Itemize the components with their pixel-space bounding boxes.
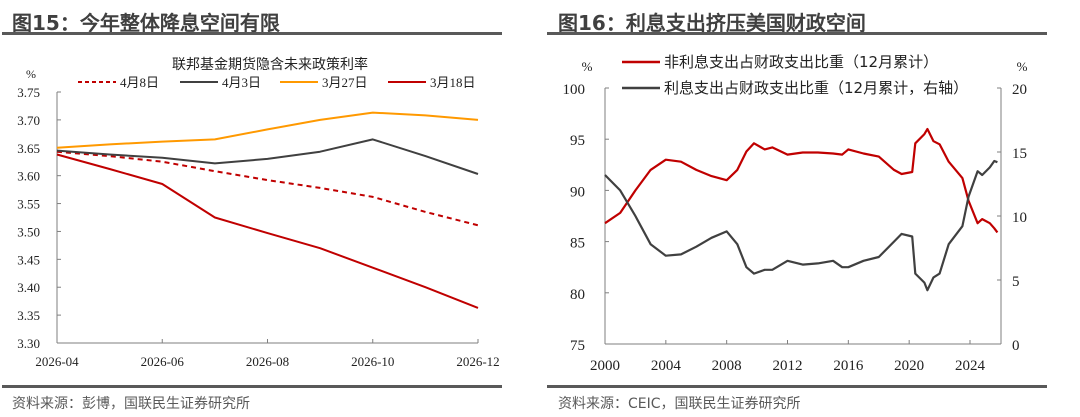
chart1-series-line	[56, 138, 479, 175]
right-figure-title: 图16：利息支出挤压美国财政空间	[558, 11, 866, 35]
chart1-series-line	[56, 111, 479, 149]
chart1-xtick-label: 2026-10	[351, 354, 394, 369]
chart1-legend-label: 4月8日	[120, 75, 159, 90]
chart2-xtick-label: 2000	[590, 358, 620, 374]
chart2-xtick-label: 2004	[651, 358, 682, 374]
left-footer-rule	[2, 385, 502, 388]
chart1-ytick-label: 3.45	[17, 252, 40, 267]
chart2-ytick-label: 75	[570, 338, 585, 354]
chart2-xtick-label: 2012	[773, 358, 803, 374]
left-title-rule	[2, 32, 502, 35]
chart2-y2label: %	[1017, 59, 1028, 74]
chart2-ytick-label: 90	[570, 184, 585, 200]
chart2-y2tick-label: 20	[1012, 82, 1027, 98]
chart1-xtick-label: 2026-04	[35, 354, 79, 369]
chart2-xtick-label: 2020	[894, 358, 924, 374]
left-figure-title: 图15：今年整体降息空间有限	[12, 11, 280, 35]
chart1-xtick-label: 2026-08	[246, 354, 289, 369]
chart1-ytick-label: 3.70	[17, 113, 40, 128]
chart1-legend-label: 4月3日	[222, 75, 261, 90]
chart2-legend-label: 利息支出占财政支出比重（12月累计，右轴）	[664, 79, 968, 97]
chart2-ylabel: %	[582, 59, 593, 74]
chart2-xtick-label: 2008	[712, 358, 742, 374]
chart2-ytick-label: 85	[570, 236, 585, 252]
chart1-ytick-label: 3.35	[17, 308, 40, 323]
chart2-y2tick-label: 5	[1012, 274, 1020, 290]
chart1-ytick-label: 3.55	[17, 197, 40, 212]
chart2-series-line	[604, 127, 999, 234]
chart1-series-line	[56, 150, 479, 227]
chart1-ytick-label: 3.75	[17, 85, 40, 100]
right-footer-rule	[547, 385, 1047, 388]
left-source: 资料来源：彭博，国联民生证券研究所	[12, 396, 250, 412]
right-source: 资料来源：CEIC，国联民生证券研究所	[558, 396, 801, 412]
chart2-series-line	[604, 159, 998, 292]
right-title-rule	[547, 32, 1047, 35]
chart1-ytick-label: 3.40	[17, 280, 40, 295]
chart1-series-line	[56, 153, 479, 309]
chart1-legend-label: 3月18日	[430, 75, 476, 90]
chart2-y2tick-label: 15	[1012, 146, 1027, 162]
chart1-xtick-label: 2026-12	[456, 354, 499, 369]
chart2-xtick-label: 2024	[955, 358, 986, 374]
chart1-ylabel: %	[26, 67, 36, 81]
chart1-title: 联邦基金期货隐含未来政策利率	[172, 56, 368, 73]
chart1-ytick-label: 3.30	[17, 336, 40, 351]
chart1-ytick-label: 3.60	[17, 169, 40, 184]
chart2-ytick-label: 95	[570, 133, 585, 149]
chart2-ytick-label: 80	[570, 287, 585, 303]
chart2-xtick-label: 2016	[833, 358, 864, 374]
chart2-legend-label: 非利息支出占财政支出比重（12月累计）	[664, 53, 938, 71]
chart1-legend-label: 3月27日	[322, 75, 368, 90]
chart2-ytick-label: 100	[563, 82, 586, 98]
chart2-y2tick-label: 0	[1012, 338, 1020, 354]
chart1-ytick-label: 3.65	[17, 141, 40, 156]
chart1-xtick-label: 2026-06	[141, 354, 185, 369]
chart2-y2tick-label: 10	[1012, 210, 1027, 226]
chart1-ytick-label: 3.50	[17, 224, 40, 239]
